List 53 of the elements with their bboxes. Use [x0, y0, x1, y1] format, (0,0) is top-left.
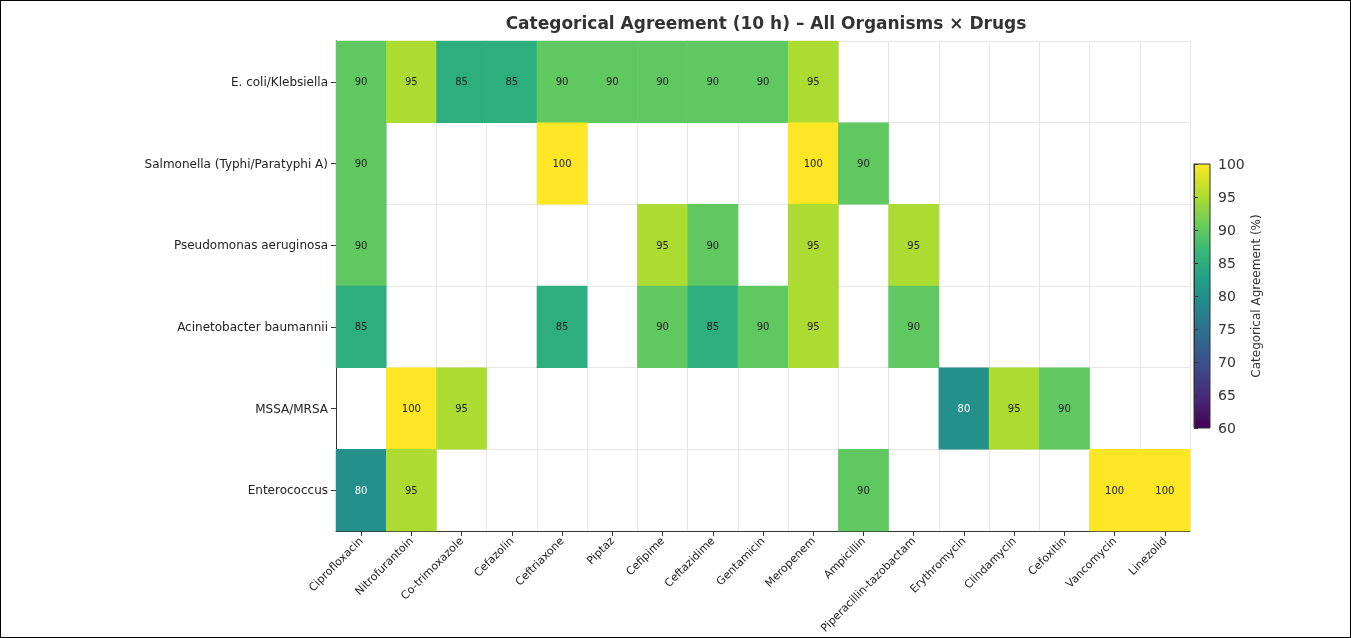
color-bar-label: 75 — [1218, 321, 1236, 337]
y-tick-label: Pseudomonas aeruginosa — [173, 238, 328, 253]
data-label: 90 — [857, 484, 870, 496]
data-label: 90 — [354, 76, 368, 88]
data-label: 95 — [806, 76, 820, 88]
data-label: 85 — [555, 321, 569, 333]
data-label: 85 — [706, 321, 720, 333]
data-label: 95 — [404, 76, 418, 88]
data-label: 80 — [354, 484, 368, 496]
color-bar-label: 90 — [1218, 222, 1236, 238]
data-label: 85 — [354, 321, 368, 333]
color-bar-label: 60 — [1218, 420, 1236, 436]
data-label: 90 — [756, 76, 770, 88]
color-bar-label: 70 — [1218, 354, 1236, 370]
data-label: 100 — [1155, 484, 1175, 496]
data-label: 95 — [404, 484, 418, 496]
color-bar-title: Categorical Agreement (%) — [1249, 214, 1263, 378]
color-bar-label: 95 — [1218, 189, 1236, 205]
color-bar-label: 65 — [1218, 387, 1236, 403]
data-label: 100 — [803, 158, 823, 169]
data-label: 100 — [552, 158, 572, 169]
data-label: 90 — [354, 239, 368, 251]
data-label: 90 — [756, 321, 770, 333]
data-label: 100 — [1105, 484, 1125, 496]
data-label: 90 — [656, 76, 669, 88]
y-tick-label: Acinetobacter baumannii — [177, 319, 328, 334]
color-bar-label: 85 — [1218, 255, 1236, 271]
data-label: 90 — [857, 158, 870, 169]
data-label: 90 — [656, 321, 669, 333]
data-label: 90 — [555, 76, 569, 88]
data-label: 90 — [354, 158, 368, 169]
color-bar-label: 80 — [1218, 288, 1236, 304]
data-label: 95 — [806, 239, 820, 251]
data-label: 95 — [806, 321, 820, 333]
chart-title: Categorical Agreement (10 h) – All Organisms × Drugs — [505, 12, 1027, 33]
data-label: 80 — [957, 403, 971, 414]
data-label: 90 — [706, 239, 720, 251]
y-tick-label: E. coli/Klebsiella — [230, 74, 328, 89]
data-label: 95 — [907, 239, 921, 251]
data-label: 95 — [656, 239, 669, 251]
data-label: 100 — [401, 403, 421, 414]
data-label: 90 — [706, 76, 720, 88]
data-label: 95 — [455, 403, 468, 414]
color-bar-label: 100 — [1218, 156, 1245, 172]
data-label: 95 — [1007, 403, 1021, 414]
data-label: 85 — [455, 76, 468, 88]
data-label: 90 — [605, 76, 619, 88]
data-label: 90 — [907, 321, 921, 333]
y-tick-label: Salmonella (Typhi/Paratyphi A) — [144, 156, 328, 171]
data-label: 90 — [1058, 403, 1071, 414]
y-tick-label: MSSA/MRSA — [255, 401, 329, 416]
data-label: 85 — [505, 76, 519, 88]
y-tick-label: Enterococcus — [247, 483, 328, 498]
